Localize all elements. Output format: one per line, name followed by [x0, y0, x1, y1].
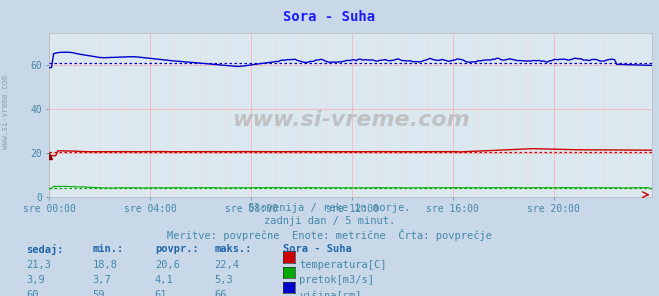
Text: www.si-vreme.com: www.si-vreme.com — [232, 110, 470, 130]
Text: 20,6: 20,6 — [155, 260, 180, 270]
Text: pretok[m3/s]: pretok[m3/s] — [299, 275, 374, 285]
Text: 18,8: 18,8 — [92, 260, 117, 270]
Text: Meritve: povprečne  Enote: metrične  Črta: povprečje: Meritve: povprečne Enote: metrične Črta:… — [167, 229, 492, 242]
Text: povpr.:: povpr.: — [155, 244, 198, 254]
Text: 3,7: 3,7 — [92, 275, 111, 285]
Text: Slovenija / reke in morje.: Slovenija / reke in morje. — [248, 203, 411, 213]
Text: min.:: min.: — [92, 244, 123, 254]
Text: 4,1: 4,1 — [155, 275, 173, 285]
Text: temperatura[C]: temperatura[C] — [299, 260, 387, 270]
Text: 59: 59 — [92, 290, 105, 296]
Text: www.si-vreme.com: www.si-vreme.com — [1, 75, 10, 149]
Text: 21,3: 21,3 — [26, 260, 51, 270]
Text: višina[cm]: višina[cm] — [299, 290, 362, 296]
Text: maks.:: maks.: — [214, 244, 252, 254]
Text: Sora - Suha: Sora - Suha — [283, 244, 352, 254]
Text: sedaj:: sedaj: — [26, 244, 64, 255]
Text: Sora - Suha: Sora - Suha — [283, 10, 376, 24]
Text: 60: 60 — [26, 290, 39, 296]
Text: zadnji dan / 5 minut.: zadnji dan / 5 minut. — [264, 216, 395, 226]
Text: 61: 61 — [155, 290, 167, 296]
Text: 66: 66 — [214, 290, 227, 296]
Text: 3,9: 3,9 — [26, 275, 45, 285]
Text: 22,4: 22,4 — [214, 260, 239, 270]
Text: 5,3: 5,3 — [214, 275, 233, 285]
